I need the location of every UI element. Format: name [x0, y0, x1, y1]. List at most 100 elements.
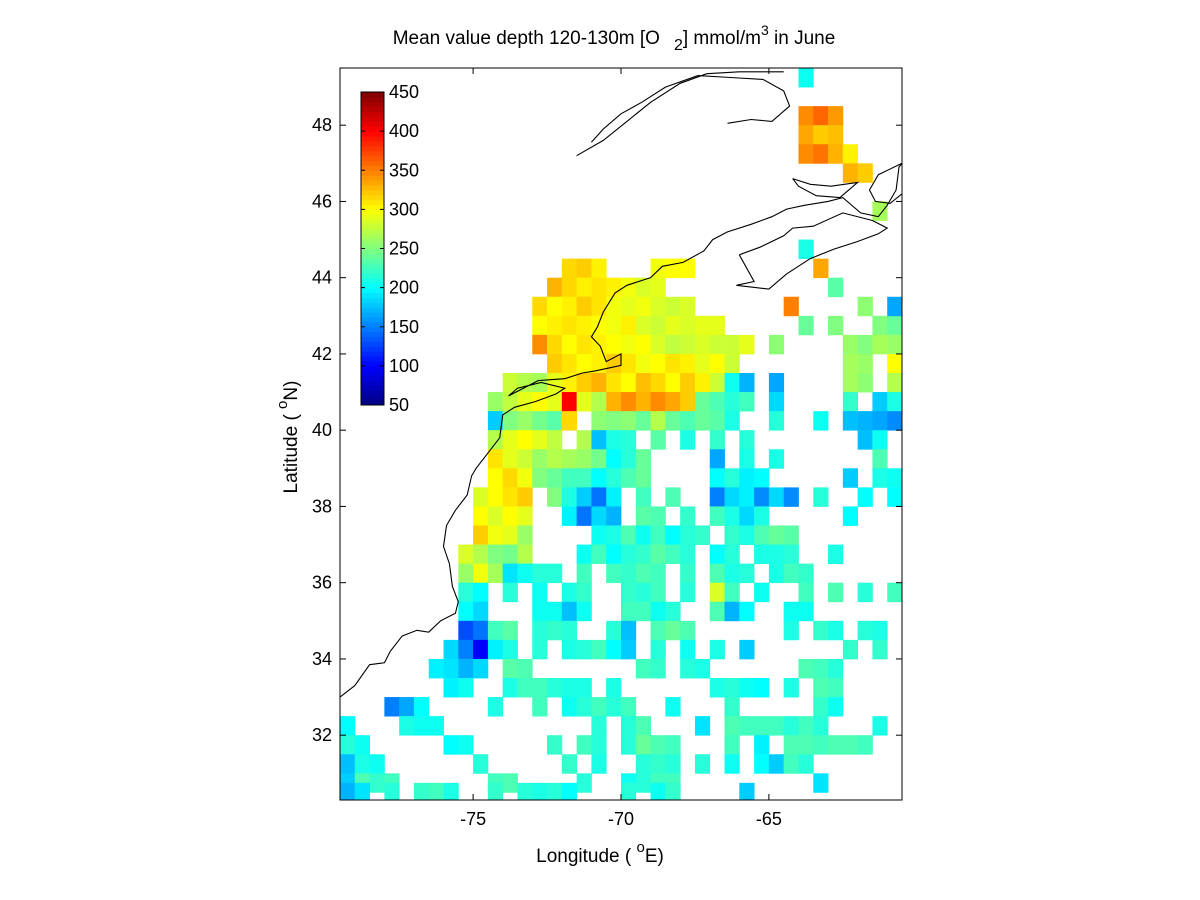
heatmap-cell: [621, 582, 637, 603]
heatmap-cell: [709, 468, 725, 488]
heatmap-cell: [798, 239, 814, 260]
heatmap-cell: [798, 106, 814, 126]
heatmap-cell: [473, 487, 489, 507]
colorbar-segment: [361, 136, 384, 142]
y-tick-label: 42: [312, 344, 332, 364]
heatmap-cell: [354, 782, 370, 800]
heatmap-cell: [798, 582, 814, 603]
colorbar-tick-label: 50: [389, 395, 409, 415]
heatmap-cell: [798, 315, 814, 336]
y-tick-label: 46: [312, 191, 332, 211]
heatmap-cell: [561, 411, 578, 431]
heatmap-cell: [547, 735, 563, 755]
colorbar-segment: [361, 253, 384, 259]
colorbar-segment: [361, 170, 384, 176]
heatmap-cell: [680, 620, 696, 641]
heatmap-cell: [842, 163, 859, 183]
heatmap-cell: [606, 697, 622, 717]
heatmap-cell: [813, 144, 829, 164]
heatmap-cell: [517, 782, 533, 800]
heatmap-cell: [576, 430, 592, 450]
heatmap-cell: [399, 697, 415, 717]
heatmap-cell: [872, 716, 888, 736]
heatmap-cell: [591, 754, 607, 774]
heatmap-cell: [739, 392, 755, 412]
y-tick-label: 40: [312, 420, 332, 440]
heatmap-cell: [665, 487, 681, 507]
heatmap-cell: [783, 754, 799, 774]
heatmap-cell: [576, 392, 592, 412]
heatmap-cell: [887, 487, 902, 507]
heatmap-cell: [857, 373, 873, 393]
heatmap-cell: [857, 163, 873, 183]
heatmap-cell: [709, 563, 725, 584]
heatmap-cell: [591, 277, 607, 298]
heatmap-cell: [635, 315, 651, 336]
heatmap-cell: [887, 411, 902, 431]
colorbar-segment: [361, 140, 384, 147]
heatmap-cell: [680, 411, 696, 431]
heatmap-cell: [680, 334, 696, 355]
heatmap-cell: [694, 334, 711, 355]
heatmap-cell: [487, 697, 504, 717]
heatmap-cell: [798, 601, 814, 622]
heatmap-cell: [443, 678, 459, 698]
heatmap-cell: [606, 353, 622, 374]
heatmap-cell: [650, 782, 666, 800]
heatmap-cell: [502, 544, 518, 565]
heatmap-cell: [724, 334, 740, 355]
heatmap-cell: [621, 782, 637, 800]
heatmap-cell: [606, 525, 622, 545]
heatmap-cell: [724, 735, 740, 755]
heatmap-cell: [739, 525, 755, 545]
heatmap-cell: [828, 678, 844, 698]
heatmap-cell: [650, 506, 666, 526]
heatmap-cell: [517, 658, 533, 679]
heatmap-cell: [739, 563, 755, 584]
heatmap-cell: [709, 506, 725, 526]
colorbar-segment: [361, 101, 384, 108]
heatmap-cell: [798, 68, 814, 88]
heatmap-cell: [547, 315, 563, 336]
heatmap-cell: [561, 678, 578, 698]
heatmap-cell: [576, 601, 592, 622]
colorbar-segment: [361, 263, 384, 269]
heatmap-cell: [443, 658, 459, 679]
heatmap-cell: [621, 544, 637, 565]
heatmap-cell: [724, 754, 740, 774]
heatmap-cell: [413, 782, 430, 800]
heatmap-cell: [458, 601, 474, 622]
heatmap-cell: [680, 353, 696, 374]
heatmap-cell: [354, 735, 370, 755]
heatmap-cell: [650, 582, 666, 603]
heatmap-cell: [724, 373, 740, 393]
heatmap-cell: [650, 658, 666, 679]
heatmap-cell: [754, 487, 770, 507]
heatmap-cell: [783, 544, 799, 565]
heatmap-cell: [650, 296, 666, 317]
heatmap-cell: [828, 582, 844, 603]
x-tick-label: -65: [756, 809, 782, 829]
heatmap-cell: [872, 411, 888, 431]
heatmap-cell: [872, 468, 888, 488]
heatmap-cell: [650, 411, 666, 431]
heatmap-cell: [694, 411, 711, 431]
heatmap-cell: [443, 639, 459, 660]
heatmap-cell: [621, 735, 637, 755]
heatmap-cell: [621, 639, 637, 660]
heatmap-cell: [413, 716, 430, 736]
heatmap-cell: [384, 697, 400, 717]
heatmap-cell: [887, 296, 902, 317]
heatmap-cell: [606, 678, 622, 698]
heatmap-cell: [768, 334, 785, 355]
heatmap-cell: [576, 277, 592, 298]
heatmap-cell: [665, 353, 681, 374]
heatmap-cell: [487, 563, 504, 584]
heatmap-cell: [813, 487, 829, 507]
colorbar-segment: [361, 96, 384, 103]
heatmap-cell: [828, 735, 844, 755]
heatmap-cell: [887, 334, 902, 355]
heatmap-cell: [547, 296, 563, 317]
heatmap-cell: [709, 487, 725, 507]
heatmap-cell: [473, 601, 489, 622]
